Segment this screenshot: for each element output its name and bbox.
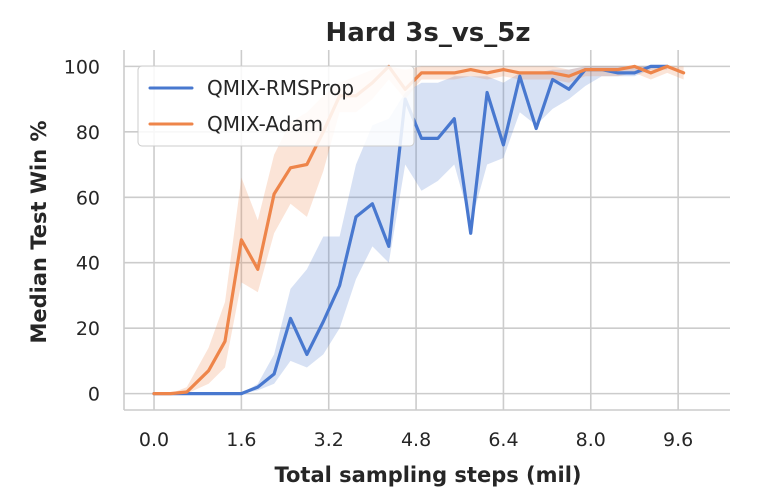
x-tick-label: 3.2 — [314, 429, 344, 451]
x-tick-label: 9.6 — [663, 429, 693, 451]
y-tick-label: 60 — [76, 187, 100, 209]
x-axis-label: Total sampling steps (mil) — [274, 463, 581, 487]
y-tick-labels: 0 20 40 60 80 100 — [64, 56, 100, 405]
legend: QMIX-RMSProp QMIX-Adam — [137, 65, 415, 147]
x-tick-label: 8.0 — [576, 429, 606, 451]
x-tick-label: 4.8 — [401, 429, 431, 451]
y-tick-label: 80 — [76, 122, 100, 144]
axes — [123, 50, 730, 411]
y-tick-label: 100 — [64, 56, 100, 78]
legend-label-adam: QMIX-Adam — [207, 112, 323, 136]
line-qmix-adam — [152, 64, 686, 396]
legend-label-rmsprop: QMIX-RMSProp — [207, 76, 354, 100]
y-tick-label: 20 — [76, 318, 100, 340]
y-axis-label: Median Test Win % — [27, 120, 51, 343]
band-qmix-adam — [154, 66, 684, 394]
x-tick-label: 0.0 — [139, 429, 169, 451]
legend-box — [137, 65, 415, 147]
chart-title: Hard 3s_vs_5z — [325, 18, 530, 48]
x-tick-label: 1.6 — [226, 429, 256, 451]
x-tick-label: 6.4 — [488, 429, 518, 451]
y-tick-label: 40 — [76, 253, 100, 275]
y-tick-label: 0 — [88, 384, 100, 406]
x-tick-labels: 0.0 1.6 3.2 4.8 6.4 8.0 9.6 — [139, 429, 693, 451]
